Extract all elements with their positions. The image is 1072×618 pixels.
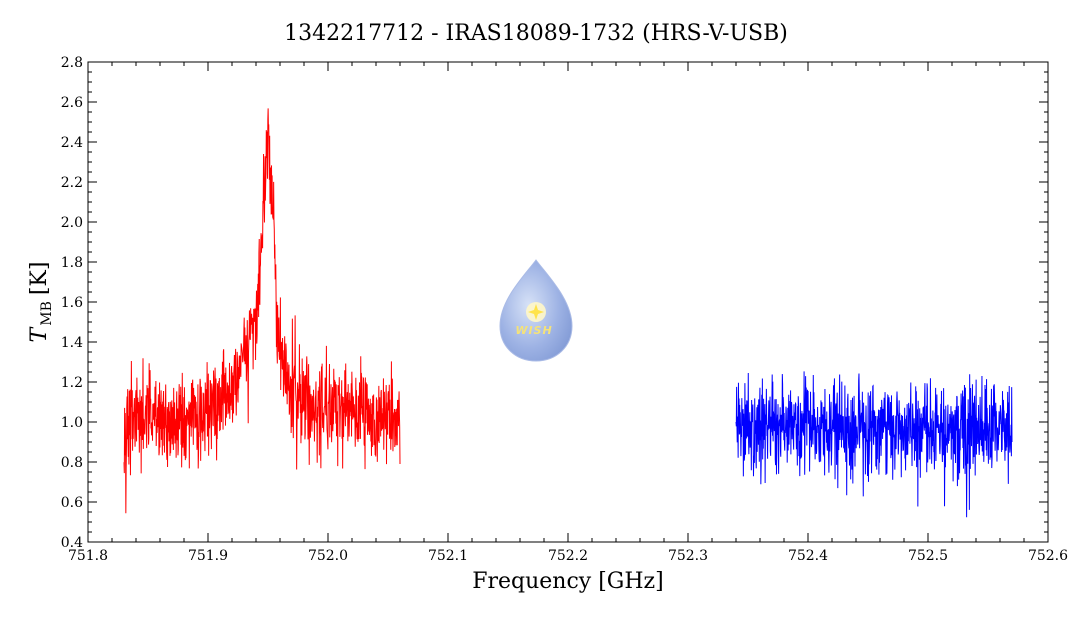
y-tick-label: 0.4 <box>61 535 83 551</box>
svg-text:TMB[K]: TMB [K] <box>27 262 55 343</box>
y-tick-label: 1.8 <box>61 255 83 271</box>
logo-text: WISH <box>515 324 552 337</box>
y-tick-label: 1.0 <box>61 415 83 431</box>
y-tick-label: 0.6 <box>61 495 83 511</box>
x-tick-label: 752.6 <box>1028 548 1068 564</box>
x-tick-label: 752.0 <box>308 548 348 564</box>
y-axis-label-sub: MB <box>39 301 55 326</box>
series-line-2 <box>735 371 1013 518</box>
x-tick-labels: 751.8 751.9 752.0 752.1 752.2 752.3 752.4 752.5… <box>68 548 1068 564</box>
star-icon <box>528 304 544 320</box>
y-tick-label: 1.2 <box>61 375 83 391</box>
y-tick-label: 1.4 <box>61 335 83 351</box>
x-tick-label: 751.8 <box>68 548 108 564</box>
x-tick-label: 751.9 <box>188 548 228 564</box>
spectrum-series <box>123 108 1013 518</box>
x-tick-label: 752.4 <box>788 548 828 564</box>
y-tick-label: 1.6 <box>61 295 83 311</box>
plot-area-border <box>87 61 1049 543</box>
y-tick-label: 0.8 <box>61 455 83 471</box>
y-tick-label: 2.6 <box>61 95 83 111</box>
x-tick-label: 752.2 <box>548 548 588 564</box>
y-axis-label-main: T <box>27 325 52 342</box>
wish-logo: WISH <box>499 259 573 362</box>
y-tick-labels: 0.4 0.6 0.8 1.0 1.2 1.4 1.6 1.8 2.0 2.2 2.4 2.6 2.8 <box>61 55 83 551</box>
y-axis-label: TMB [K] <box>27 262 55 343</box>
axis-ticks <box>87 61 1049 543</box>
y-axis-label-unit: [K] <box>27 262 52 296</box>
series-line-1 <box>123 108 401 514</box>
y-tick-label: 2.4 <box>61 135 83 151</box>
y-tick-label: 2.2 <box>61 175 83 191</box>
x-tick-label: 752.5 <box>908 548 948 564</box>
x-axis-label: Frequency [GHz] <box>472 569 664 594</box>
y-tick-label: 2.0 <box>61 215 83 231</box>
y-tick-label: 2.8 <box>61 55 83 71</box>
x-tick-label: 752.3 <box>668 548 708 564</box>
x-tick-label: 752.1 <box>428 548 468 564</box>
chart-title: 1342217712 - IRAS18089-1732 (HRS-V-USB) <box>284 21 788 46</box>
plot-frame <box>87 61 1049 543</box>
